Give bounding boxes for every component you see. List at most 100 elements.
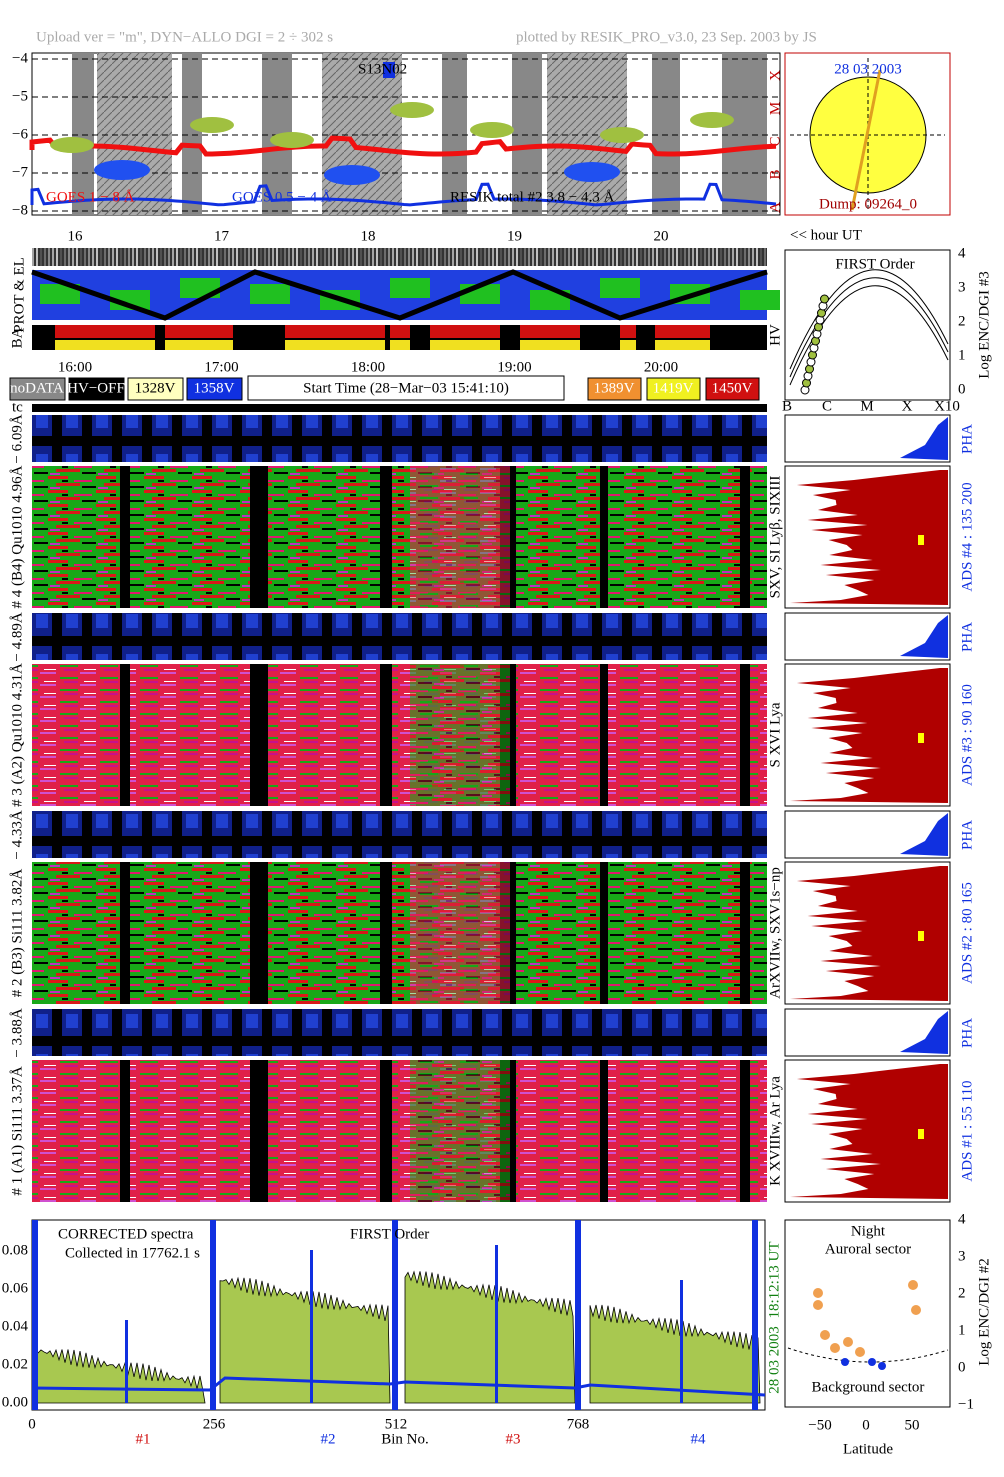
gap <box>250 466 268 608</box>
el-tick <box>252 248 254 266</box>
el-tick <box>80 248 82 266</box>
x-tick-label: 256 <box>203 1416 226 1432</box>
el-tick <box>424 248 426 266</box>
el-tick <box>504 248 506 266</box>
detector-number: #2 <box>321 1431 336 1447</box>
collected: Collected in 17762.1 s <box>65 1245 200 1261</box>
legend-text: 1328V <box>135 380 176 396</box>
obs-point <box>820 294 829 304</box>
y-tick-label: 1 <box>958 1322 966 1338</box>
gap <box>740 466 750 608</box>
y-tick-label: 4 <box>958 1211 966 1227</box>
el-tick <box>452 248 454 266</box>
latitude-label: Latitude <box>843 1441 893 1457</box>
prot-green <box>740 290 780 310</box>
gap-line <box>392 1220 398 1410</box>
model-curve <box>789 277 949 378</box>
heatmap-overlay <box>410 664 510 806</box>
ba-red <box>620 325 636 338</box>
el-tick <box>152 248 154 266</box>
hour-label: 17 <box>214 228 230 244</box>
el-tick <box>720 248 722 266</box>
el-tick <box>156 248 158 266</box>
spectrum-date: 28 03 2003 <box>766 1326 782 1394</box>
el-tick <box>584 248 586 266</box>
el-tick <box>468 248 470 266</box>
gap <box>740 862 750 1004</box>
legend-box <box>587 377 642 401</box>
ads-label: ADS #3 : 90 160 <box>959 684 975 786</box>
el-tick <box>264 248 266 266</box>
el-tick <box>636 248 638 266</box>
ba-yellow <box>655 340 710 350</box>
spectrum-time: 18:12:13 UT <box>766 1241 782 1318</box>
ba-red <box>165 325 233 338</box>
el-tick <box>396 248 398 266</box>
shade <box>72 53 94 215</box>
el-tick <box>180 248 182 266</box>
el-tick <box>728 248 730 266</box>
el-tick <box>208 248 210 266</box>
legend-box <box>127 377 184 401</box>
legend-box <box>705 377 760 401</box>
marker-label: S13N02 <box>358 61 407 77</box>
detector-label: # 1 (A1) Si111 3.37Å <box>9 1066 25 1195</box>
el-tick <box>72 248 74 266</box>
goes-short-label: GOES 0.5 − 4 Å <box>232 189 332 205</box>
shade <box>512 53 542 215</box>
el-tick <box>560 248 562 266</box>
el-tick <box>572 248 574 266</box>
auroral-point <box>855 1347 865 1357</box>
el-tick <box>160 248 162 266</box>
el-tick <box>124 248 126 266</box>
x-tick-label: M <box>860 398 873 414</box>
resik-blob <box>390 102 434 118</box>
spectrum-title: CORRECTED spectra <box>58 1226 194 1242</box>
el-tick <box>596 248 598 266</box>
gap <box>380 1060 392 1202</box>
el-tick <box>104 248 106 266</box>
resik-blob <box>50 137 94 153</box>
ba-red <box>655 325 710 338</box>
dump-label: Dump: 09264_0 <box>819 196 917 212</box>
orbit-track <box>850 69 882 211</box>
auroral-point <box>843 1337 853 1347</box>
shade <box>722 53 767 215</box>
legend-text: 1419V <box>653 380 694 396</box>
el-tick <box>724 248 726 266</box>
detector-label: # 2 (B3) Si111 3.82Å <box>9 869 25 998</box>
y-tick-label: 4 <box>958 245 966 261</box>
tc-label: tc <box>12 399 23 415</box>
pha-range: − 4.89Å <box>9 612 25 661</box>
pha-strip <box>32 1009 767 1056</box>
el-tick <box>92 248 94 266</box>
gap <box>120 1060 130 1202</box>
hour-note: << hour UT <box>790 227 862 243</box>
y-tick-label: −5 <box>12 88 28 104</box>
el-tick <box>616 248 618 266</box>
el-tick <box>176 248 178 266</box>
el-tick <box>748 248 750 266</box>
el-tick <box>672 248 674 266</box>
header-right: plotted by RESIK_PRO_v3.0, 23 Sep. 2003 … <box>516 29 817 45</box>
el-tick <box>680 248 682 266</box>
ads-marker <box>918 931 924 941</box>
gap <box>600 862 608 1004</box>
el-tick <box>480 248 482 266</box>
ba-red <box>390 325 410 338</box>
orbit-line <box>31 269 768 321</box>
ba-red <box>285 325 385 338</box>
resik-blob <box>190 117 234 133</box>
pha-label: PHA <box>959 820 975 850</box>
gap <box>600 1060 608 1202</box>
pha-range: − 6.09Å <box>9 414 25 463</box>
ads-marker <box>918 535 924 545</box>
el-tick <box>488 248 490 266</box>
line-ids: K XVIIIw, Ar Lya <box>767 1076 783 1186</box>
legend-box <box>186 377 243 401</box>
el-strip <box>32 248 767 266</box>
x-axis-label: Bin No. <box>381 1431 429 1447</box>
hatched-region <box>322 53 402 215</box>
y-tick-label: 3 <box>958 279 966 295</box>
resik-blob <box>470 122 514 138</box>
